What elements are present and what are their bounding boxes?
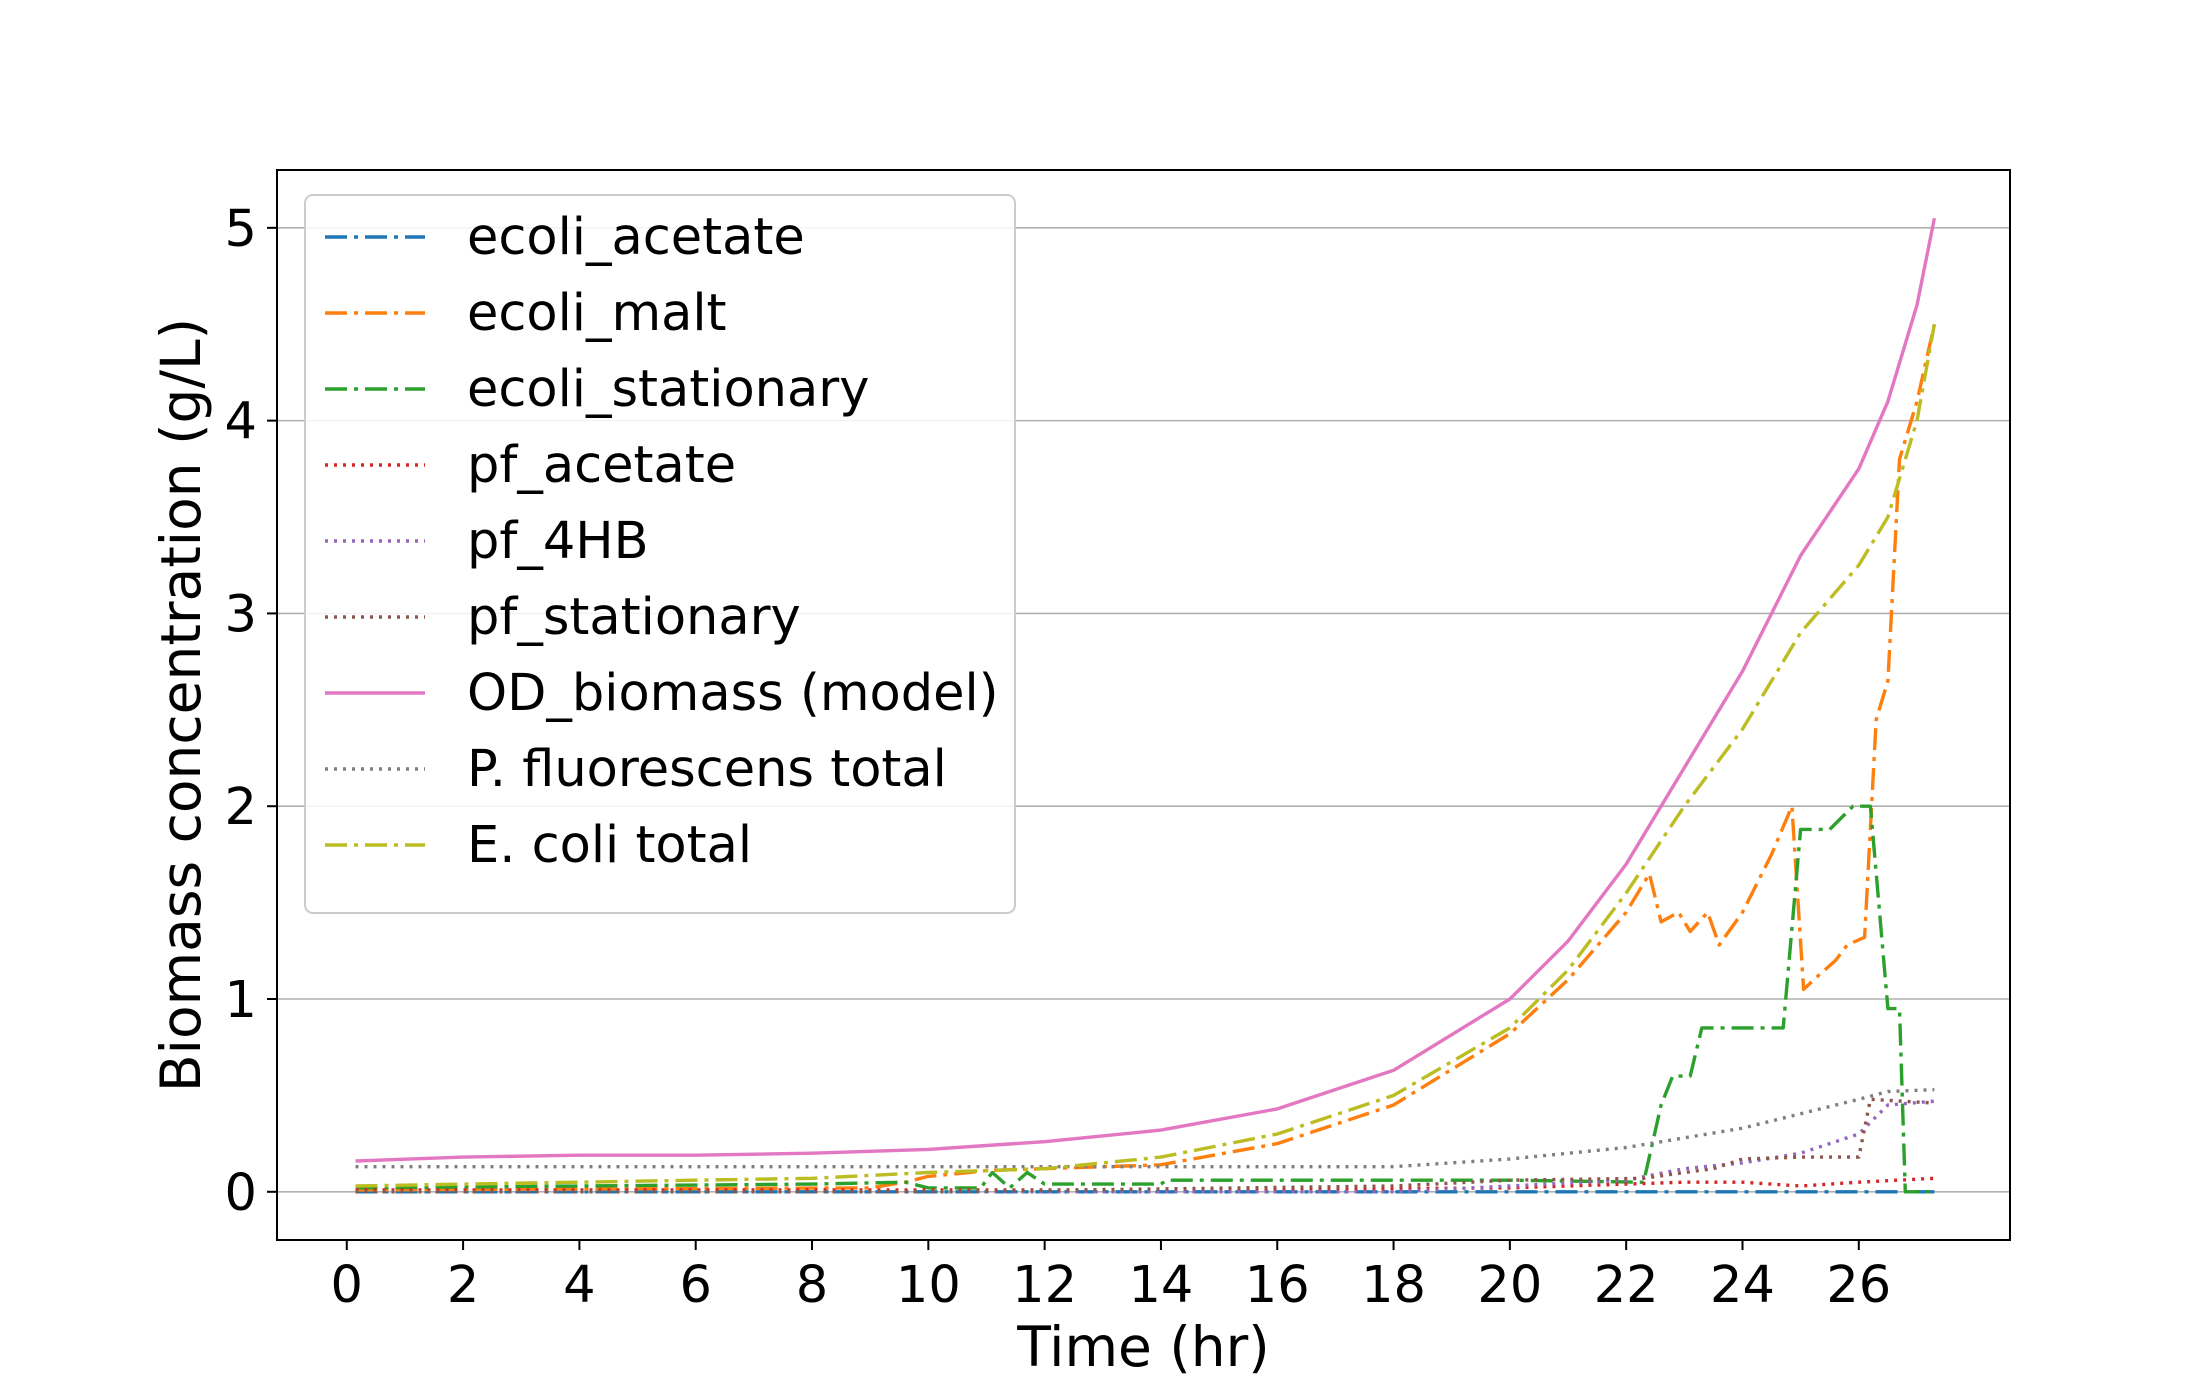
legend: ecoli_acetate ecoli_malt ecoli_stationaryp… — [304, 194, 1016, 914]
x-tick-label: 0 — [331, 1256, 363, 1315]
series-line — [355, 1087, 1935, 1169]
x-axis-ticks: 0 2 4 6 8 10 12 14 16 18 20 22 24 26 — [331, 1240, 1891, 1315]
plot-frame — [276, 169, 2011, 1241]
legend-label: pf_acetate — [467, 436, 736, 495]
legend-label: ecoli_acetate — [467, 208, 805, 267]
x-tick-label: 10 — [896, 1256, 961, 1315]
y-tick-label: 0 — [225, 1164, 257, 1223]
x-tick-label: 2 — [447, 1256, 479, 1315]
legend-label: pf_stationary — [467, 588, 801, 647]
x-tick-label: 16 — [1245, 1256, 1310, 1315]
y-axis-ticks: 0 1 2 3 4 5 — [225, 200, 277, 1223]
x-tick-label: 14 — [1128, 1256, 1193, 1315]
x-tick-label: 18 — [1361, 1256, 1426, 1315]
legend-label: pf_4HB — [467, 512, 649, 571]
x-tick-label: 4 — [563, 1256, 595, 1315]
x-axis-label: Time (hr) — [1016, 1315, 1269, 1379]
legend-label: ecoli_stationary — [467, 360, 869, 419]
legend-label: OD_biomass (model) — [467, 664, 999, 723]
legend-label: E. coli total — [467, 816, 752, 875]
legend-label: P. fluorescens total — [467, 740, 947, 799]
x-tick-label: 12 — [1012, 1256, 1077, 1315]
x-tick-label: 6 — [679, 1256, 711, 1315]
y-tick-label: 2 — [225, 778, 257, 837]
x-tick-label: 22 — [1594, 1256, 1659, 1315]
series-line — [355, 217, 1937, 1163]
series-lines — [355, 217, 1937, 1194]
x-tick-label: 24 — [1710, 1256, 1775, 1315]
y-tick-label: 5 — [225, 200, 257, 259]
x-tick-label: 8 — [796, 1256, 828, 1315]
x-tick-label: 26 — [1826, 1256, 1891, 1315]
y-tick-label: 4 — [225, 393, 257, 452]
y-axis-label: Biomass concentration (g/L) — [149, 318, 213, 1092]
x-tick-label: 20 — [1477, 1256, 1542, 1315]
series-line — [355, 1099, 1935, 1194]
y-tick-label: 3 — [225, 585, 257, 644]
legend-box — [304, 194, 1016, 914]
legend-label: ecoli_malt — [467, 284, 727, 343]
y-tick-label: 1 — [225, 971, 257, 1030]
